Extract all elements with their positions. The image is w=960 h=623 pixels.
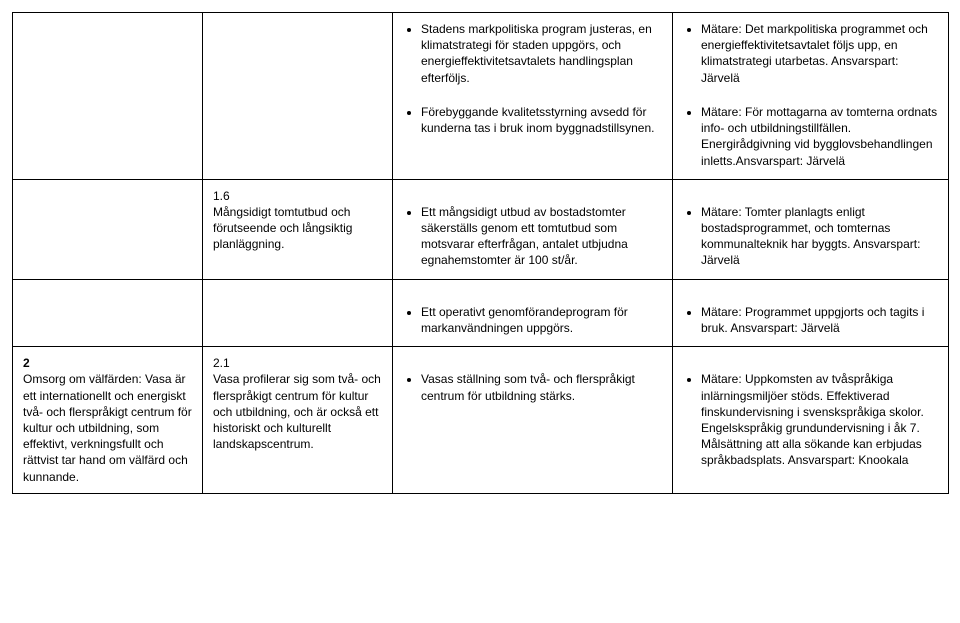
measure-list: Mätare: Tomter planlagts enligt bostadsp…	[683, 204, 938, 269]
action-item: Ett mångsidigt utbud av bostadstomter sä…	[421, 204, 662, 269]
action-item: Stadens markpolitiska program justeras, …	[421, 21, 662, 86]
measure-list: Mätare: Det markpolitiska programmet och…	[683, 21, 938, 86]
action-list: Stadens markpolitiska program justeras, …	[403, 21, 662, 86]
cell-subgoal: 1.6 Mångsidigt tomtutbud och förutseende…	[203, 179, 393, 279]
action-text: Ett operativt genomförandeprogram för ma…	[421, 305, 628, 335]
cell-actions: Ett mångsidigt utbud av bostadstomter sä…	[393, 179, 673, 279]
table-row: Stadens markpolitiska program justeras, …	[13, 13, 949, 180]
cell-measures: Mätare: Programmet uppgjorts och tagits …	[673, 279, 949, 347]
cell-subgoal: 2.1 Vasa profilerar sig som två- och fle…	[203, 347, 393, 494]
measure-text: Mätare: Uppkomsten av tvåspråkiga inlärn…	[701, 372, 924, 467]
action-text: Ett mångsidigt utbud av bostadstomter sä…	[421, 205, 628, 268]
action-list: Ett operativt genomförandeprogram för ma…	[403, 304, 662, 336]
subgoal-text: Mångsidigt tomtutbud och förutseende och…	[213, 205, 352, 251]
cell-subgoal	[203, 279, 393, 347]
action-list: Vasas ställning som två- och flerspråkig…	[403, 371, 662, 403]
action-text: Stadens markpolitiska program justeras, …	[421, 22, 652, 85]
cell-actions: Stadens markpolitiska program justeras, …	[393, 13, 673, 180]
action-item: Förebyggande kvalitetsstyrning avsedd fö…	[421, 104, 662, 136]
cell-measures: Mätare: Uppkomsten av tvåspråkiga inlärn…	[673, 347, 949, 494]
goal-number: 2	[23, 356, 30, 370]
measure-item: Mätare: Programmet uppgjorts och tagits …	[701, 304, 938, 336]
measure-text: Mätare: För mottagarna av tomterna ordna…	[701, 105, 937, 168]
measure-list: Mätare: Uppkomsten av tvåspråkiga inlärn…	[683, 371, 938, 468]
action-item: Vasas ställning som två- och flerspråkig…	[421, 371, 662, 403]
subgoal-text: Vasa profilerar sig som två- och flerspr…	[213, 372, 381, 451]
document-table: Stadens markpolitiska program justeras, …	[12, 12, 949, 494]
cell-subgoal	[203, 13, 393, 180]
measure-list: Mätare: Programmet uppgjorts och tagits …	[683, 304, 938, 336]
measure-text: Mätare: Det markpolitiska programmet och…	[701, 22, 928, 85]
cell-goal: 2 Omsorg om välfärden: Vasa är ett inter…	[13, 347, 203, 494]
action-list: Ett mångsidigt utbud av bostadstomter sä…	[403, 204, 662, 269]
action-text: Vasas ställning som två- och flerspråkig…	[421, 372, 635, 402]
measure-list: Mätare: För mottagarna av tomterna ordna…	[683, 104, 938, 169]
table-row: 2 Omsorg om välfärden: Vasa är ett inter…	[13, 347, 949, 494]
action-item: Ett operativt genomförandeprogram för ma…	[421, 304, 662, 336]
measure-item: Mätare: Det markpolitiska programmet och…	[701, 21, 938, 86]
cell-goal	[13, 279, 203, 347]
measure-text: Mätare: Tomter planlagts enligt bostadsp…	[701, 205, 920, 268]
cell-measures: Mätare: Tomter planlagts enligt bostadsp…	[673, 179, 949, 279]
subgoal-number: 1.6	[213, 189, 230, 203]
action-text: Förebyggande kvalitetsstyrning avsedd fö…	[421, 105, 654, 135]
cell-goal	[13, 13, 203, 180]
cell-actions: Vasas ställning som två- och flerspråkig…	[393, 347, 673, 494]
cell-goal	[13, 179, 203, 279]
measure-item: Mätare: Uppkomsten av tvåspråkiga inlärn…	[701, 371, 938, 468]
goal-text: Omsorg om välfärden: Vasa är ett interna…	[23, 372, 192, 483]
measure-text: Mätare: Programmet uppgjorts och tagits …	[701, 305, 924, 335]
table-row: Ett operativt genomförandeprogram för ma…	[13, 279, 949, 347]
cell-actions: Ett operativt genomförandeprogram för ma…	[393, 279, 673, 347]
subgoal-number: 2.1	[213, 356, 230, 370]
table-row: 1.6 Mångsidigt tomtutbud och förutseende…	[13, 179, 949, 279]
measure-item: Mätare: För mottagarna av tomterna ordna…	[701, 104, 938, 169]
action-list: Förebyggande kvalitetsstyrning avsedd fö…	[403, 104, 662, 136]
measure-item: Mätare: Tomter planlagts enligt bostadsp…	[701, 204, 938, 269]
cell-measures: Mätare: Det markpolitiska programmet och…	[673, 13, 949, 180]
